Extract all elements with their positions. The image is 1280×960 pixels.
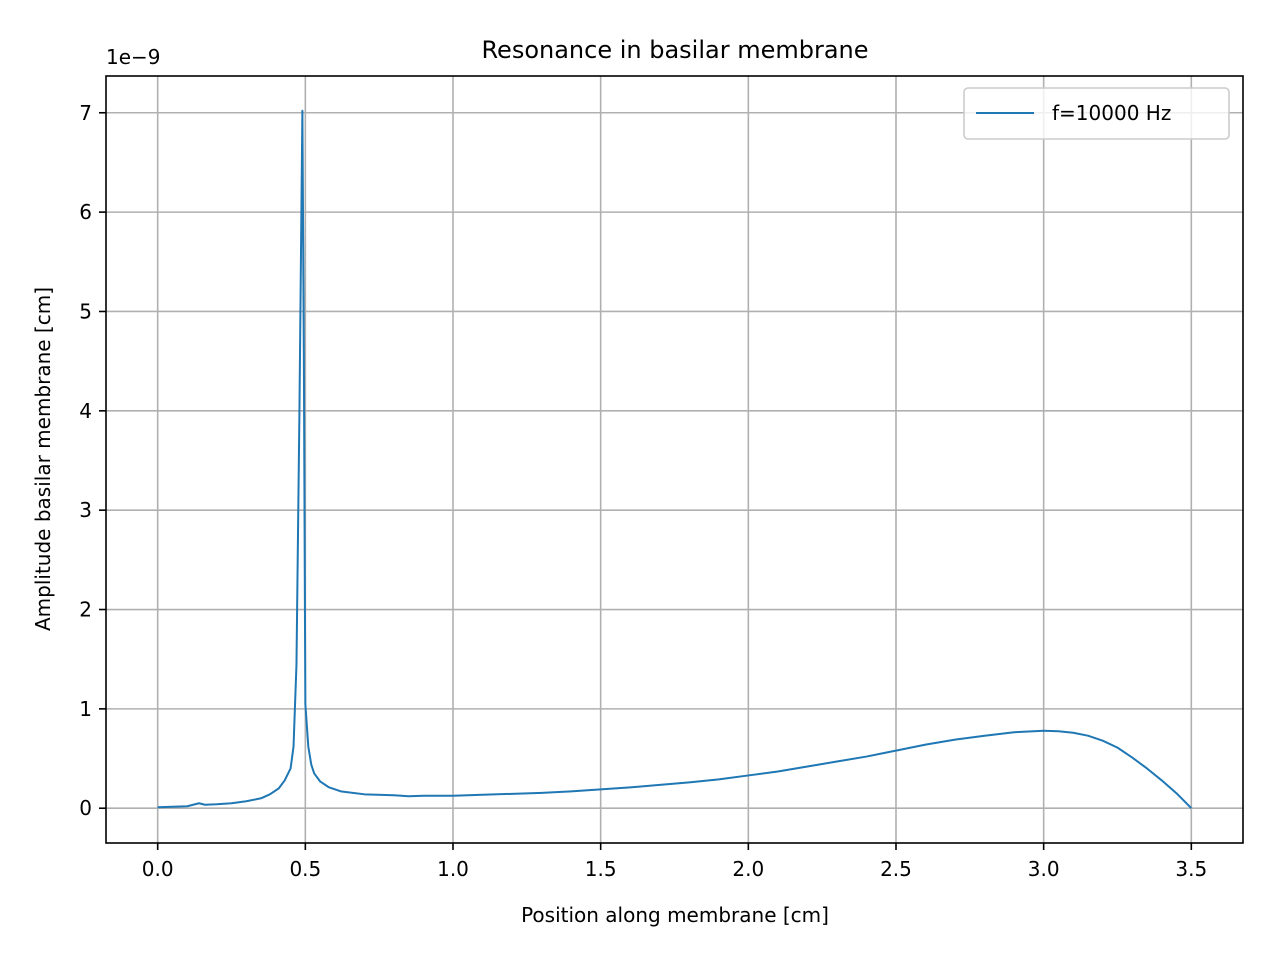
- y-tick-label: 6: [79, 200, 92, 224]
- plot-frame: [105, 75, 1244, 844]
- y-tick-label: 0: [79, 796, 92, 820]
- legend-entry: f=10000 Hz: [1052, 101, 1171, 125]
- y-tick-label: 1: [79, 697, 92, 721]
- y-offset-label: 1e−9: [106, 45, 161, 69]
- chart-title: Resonance in basilar membrane: [481, 36, 868, 64]
- y-tick-label: 7: [79, 101, 92, 125]
- x-tick-label: 0.5: [289, 857, 321, 881]
- y-tick-label: 2: [79, 598, 92, 622]
- x-tick-label: 2.0: [732, 857, 764, 881]
- x-tick-label: 1.0: [437, 857, 469, 881]
- plot-series: [157, 109, 1193, 809]
- x-axis-label: Position along membrane [cm]: [521, 903, 829, 927]
- x-tick-label: 3.0: [1028, 857, 1060, 881]
- grid-lines: [106, 76, 1243, 843]
- y-tick-label: 3: [79, 498, 92, 522]
- legend: f=10000 Hz: [963, 87, 1230, 140]
- y-axis-label: Amplitude basilar membrane [cm]: [31, 287, 55, 631]
- legend-box: [963, 87, 1230, 140]
- y-tick-label: 5: [79, 299, 92, 323]
- x-tick-label: 3.5: [1175, 857, 1207, 881]
- axis-ticks: 0.0 0.5 1.0 1.5 2.0 2.5 3.0 3.5 0 1 2 3 4 5 6 7: [79, 101, 1207, 881]
- x-tick-label: 2.5: [880, 857, 912, 881]
- series-line: [157, 109, 1193, 809]
- x-tick-label: 0.0: [142, 857, 174, 881]
- x-tick-label: 1.5: [585, 857, 617, 881]
- y-tick-label: 4: [79, 399, 92, 423]
